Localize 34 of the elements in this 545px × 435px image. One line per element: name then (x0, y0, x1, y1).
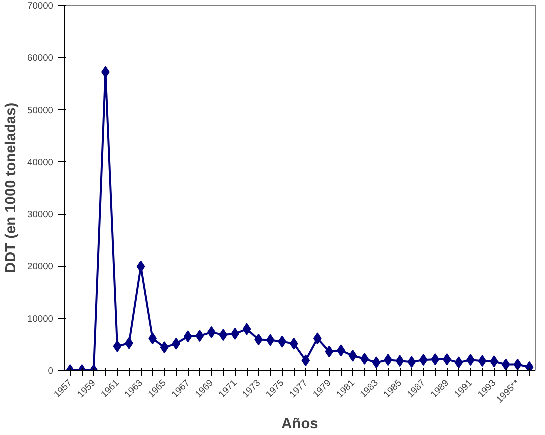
point (478, 355, 487, 368)
point (372, 356, 381, 369)
point (231, 328, 240, 340)
point (290, 338, 298, 350)
point (313, 332, 322, 345)
y-tick-label: 0 (48, 366, 54, 376)
y-tick-label: 70000 (28, 1, 54, 11)
x-axis-title: Años (282, 416, 318, 432)
point (514, 358, 522, 370)
y-tick-label: 50000 (28, 105, 54, 116)
point (219, 329, 228, 342)
point (502, 358, 510, 370)
point (184, 330, 192, 343)
y-tick-label: 20000 (28, 262, 54, 272)
point (278, 336, 287, 348)
point (348, 350, 358, 362)
point (396, 355, 404, 368)
point (454, 356, 464, 369)
y-tick-label: 30000 (28, 210, 54, 220)
point (113, 340, 122, 353)
y-tick-label: 40000 (28, 157, 54, 168)
y-tick-label: 10000 (28, 314, 54, 324)
point (419, 354, 428, 366)
point (325, 346, 334, 358)
point (408, 356, 416, 368)
point (242, 323, 252, 336)
point (160, 342, 169, 354)
point (431, 354, 440, 366)
point (302, 354, 310, 367)
point (196, 330, 204, 342)
point (266, 334, 275, 346)
y-axis-title: DDT (en 1000 toneladas) (4, 102, 20, 274)
y-tick-label: 60000 (28, 53, 54, 64)
point (172, 338, 181, 350)
